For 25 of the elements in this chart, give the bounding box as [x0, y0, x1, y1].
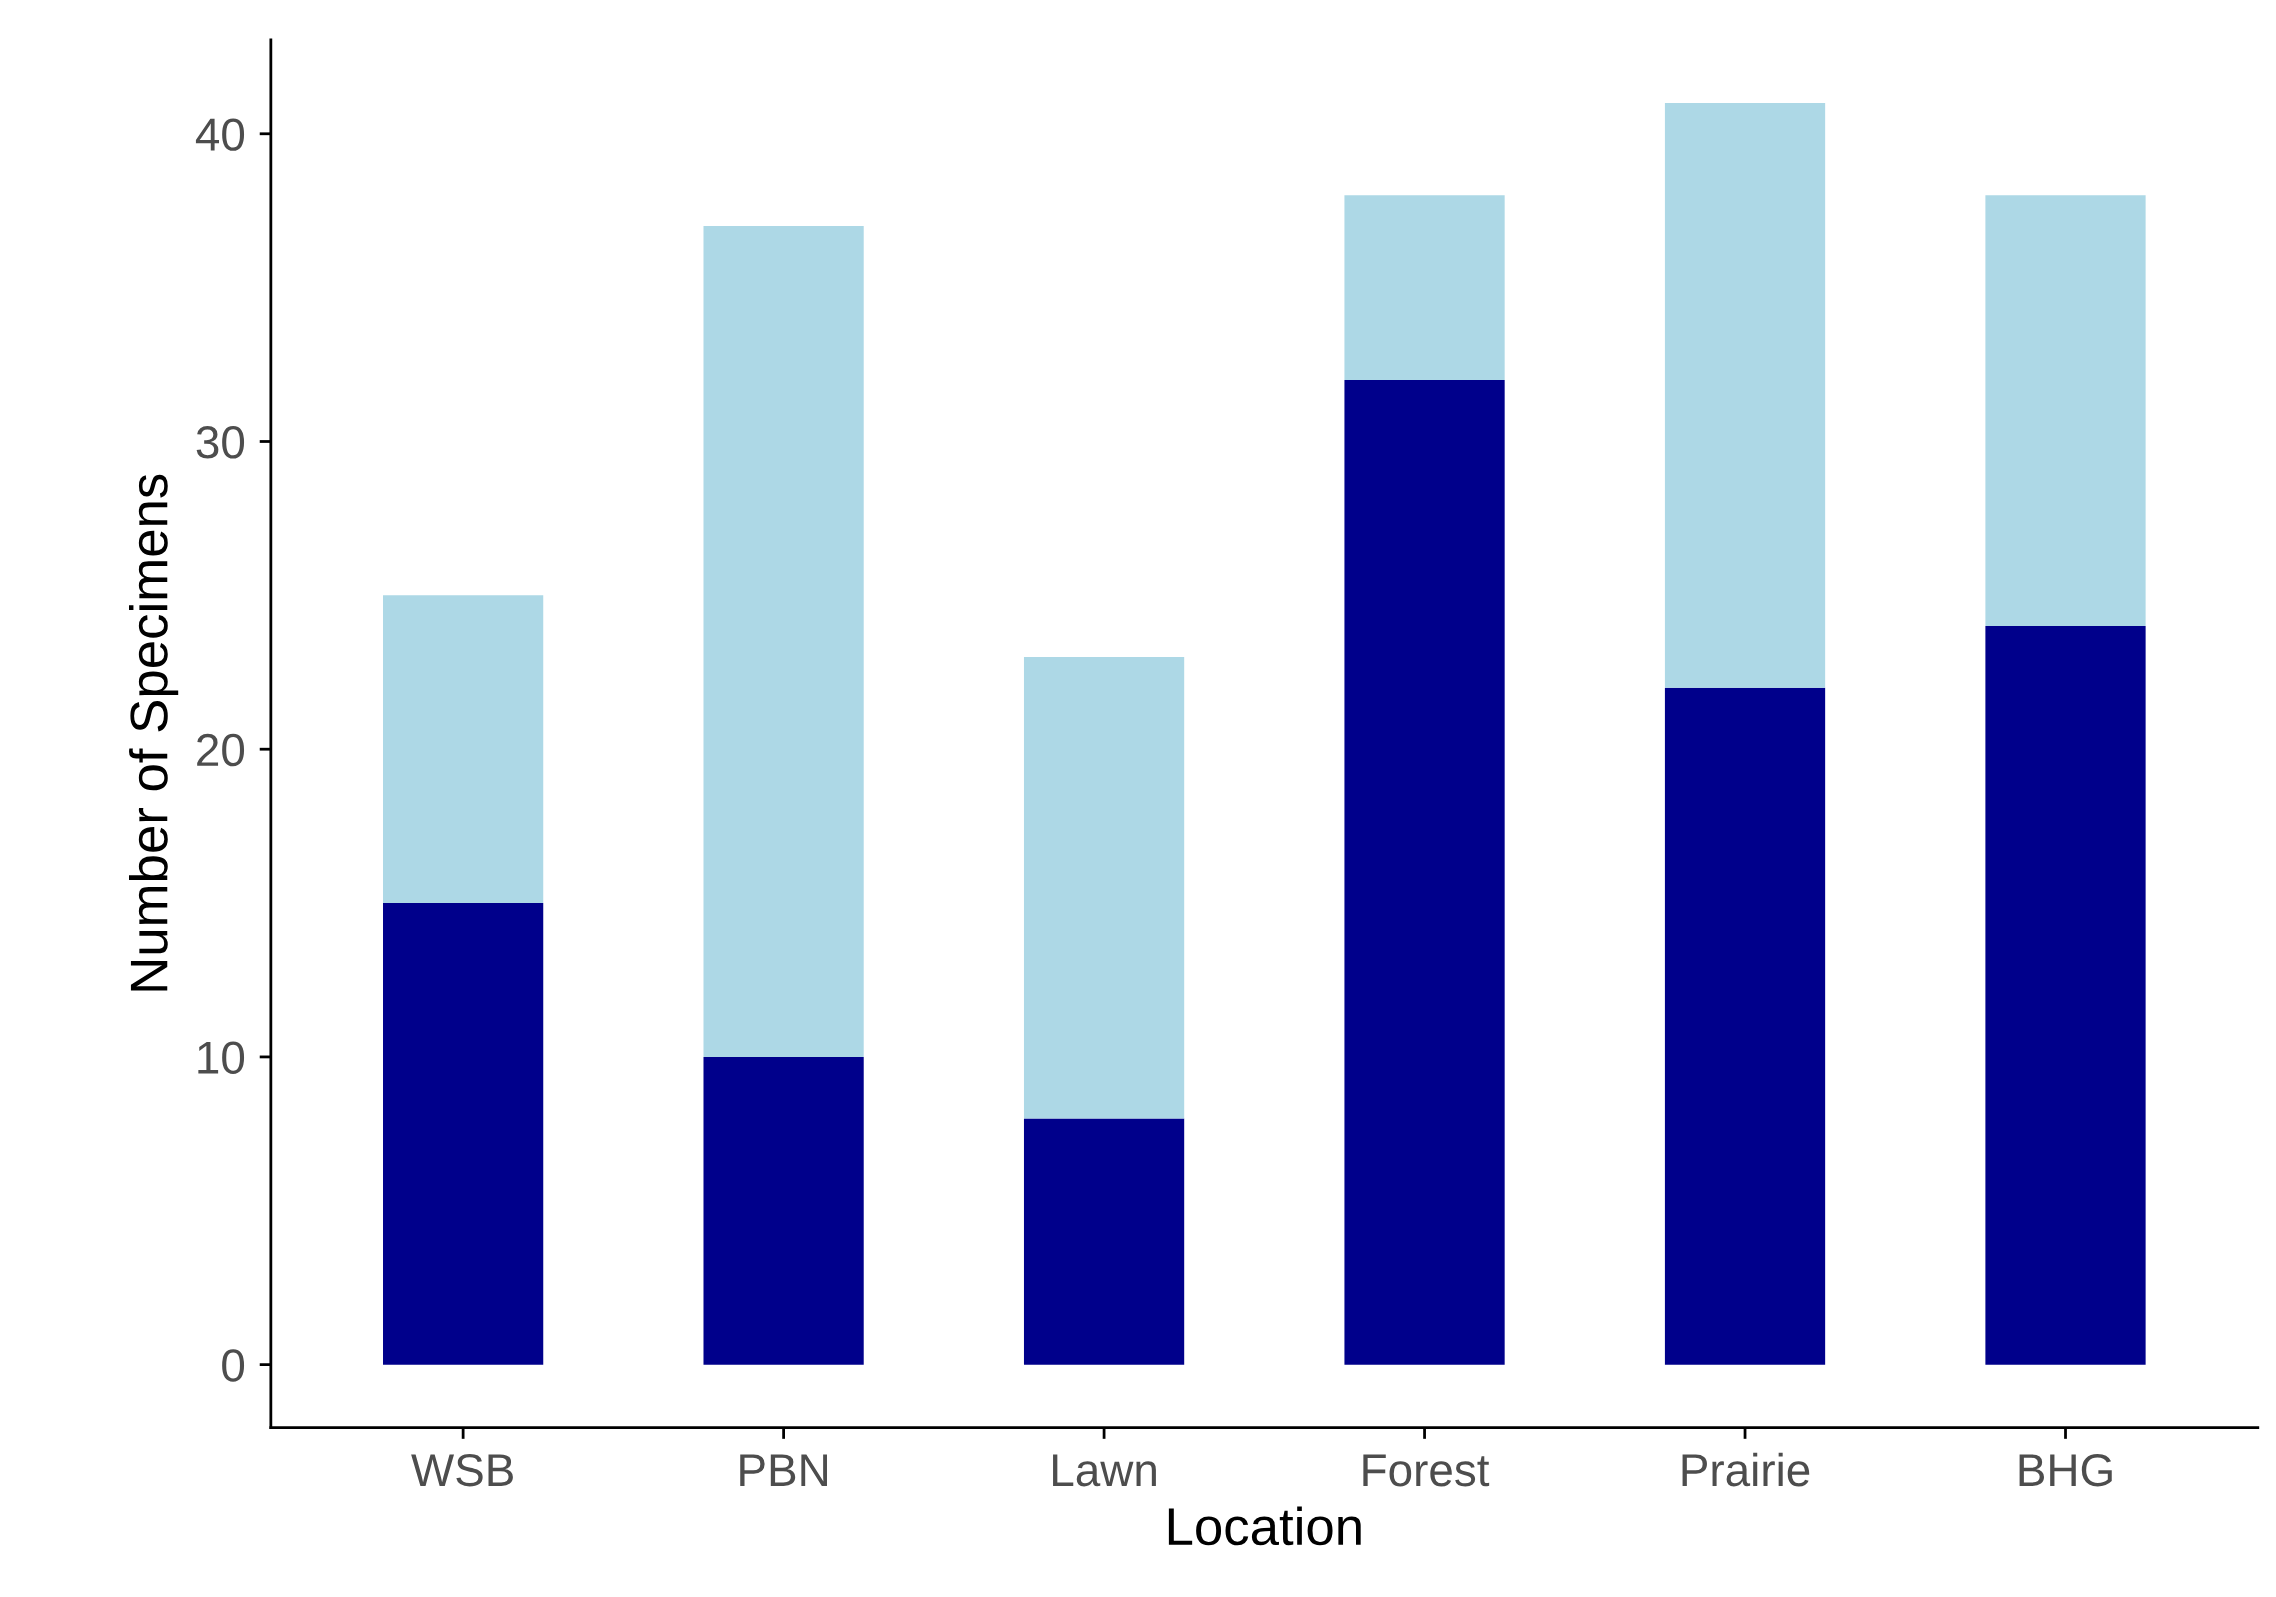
- bar: [1664, 103, 1826, 688]
- bar: [1344, 379, 1505, 1365]
- y-tick-label: 40: [195, 118, 245, 151]
- bar: [1344, 195, 1505, 380]
- y-tick-label: 10: [198, 1041, 245, 1074]
- bar: [383, 903, 544, 1365]
- bar: [383, 595, 544, 904]
- bar: [1664, 687, 1826, 1365]
- x-axis-title: Location: [1168, 1506, 1361, 1546]
- x-tick-label: BHG: [2019, 1453, 2112, 1487]
- bar: [1985, 195, 2146, 627]
- bar: [1023, 656, 1185, 1119]
- bar: [703, 1056, 864, 1365]
- y-axis-title: Number of Specimens: [129, 474, 179, 991]
- x-tick-label: Lawn: [1053, 1454, 1156, 1487]
- y-tick-label: 30: [196, 426, 245, 459]
- bar: [703, 226, 864, 1057]
- x-tick-label: PBN: [740, 1454, 827, 1486]
- x-tick-label: Forest: [1363, 1454, 1490, 1487]
- bar: [1023, 1118, 1185, 1365]
- y-tick-label: 20: [197, 733, 245, 767]
- x-tick-label: WSB: [411, 1453, 513, 1487]
- bar: [1985, 626, 2146, 1365]
- y-tick-label: 0: [222, 1349, 245, 1382]
- x-tick-label: Prairie: [1682, 1452, 1810, 1487]
